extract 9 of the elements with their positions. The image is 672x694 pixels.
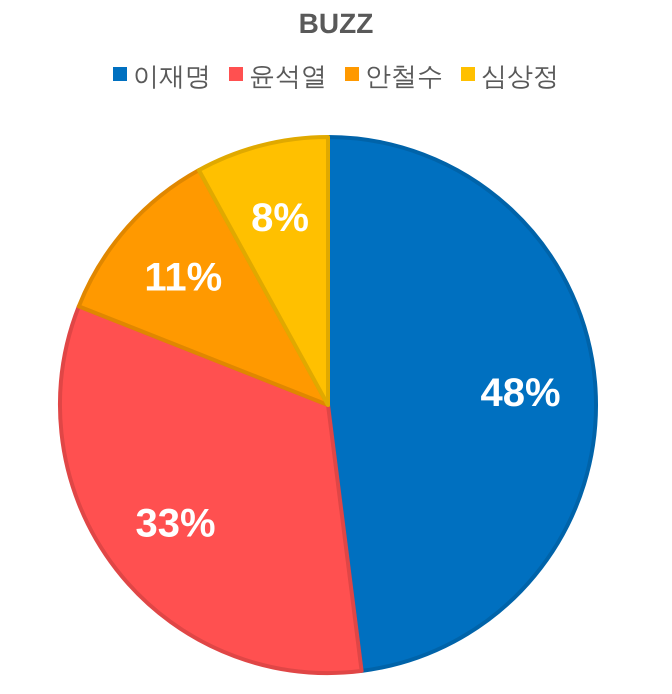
data-label: 33%: [136, 501, 216, 546]
data-label: 8%: [251, 196, 309, 240]
data-label: 11%: [144, 255, 222, 300]
legend-label: 윤석열: [249, 61, 327, 91]
legend-label: 안철수: [365, 61, 443, 91]
chart-title: BUZZ: [298, 8, 374, 39]
legend-label: 심상정: [481, 61, 559, 91]
data-label: 48%: [480, 370, 561, 415]
legend-label: 이재명: [133, 61, 211, 91]
